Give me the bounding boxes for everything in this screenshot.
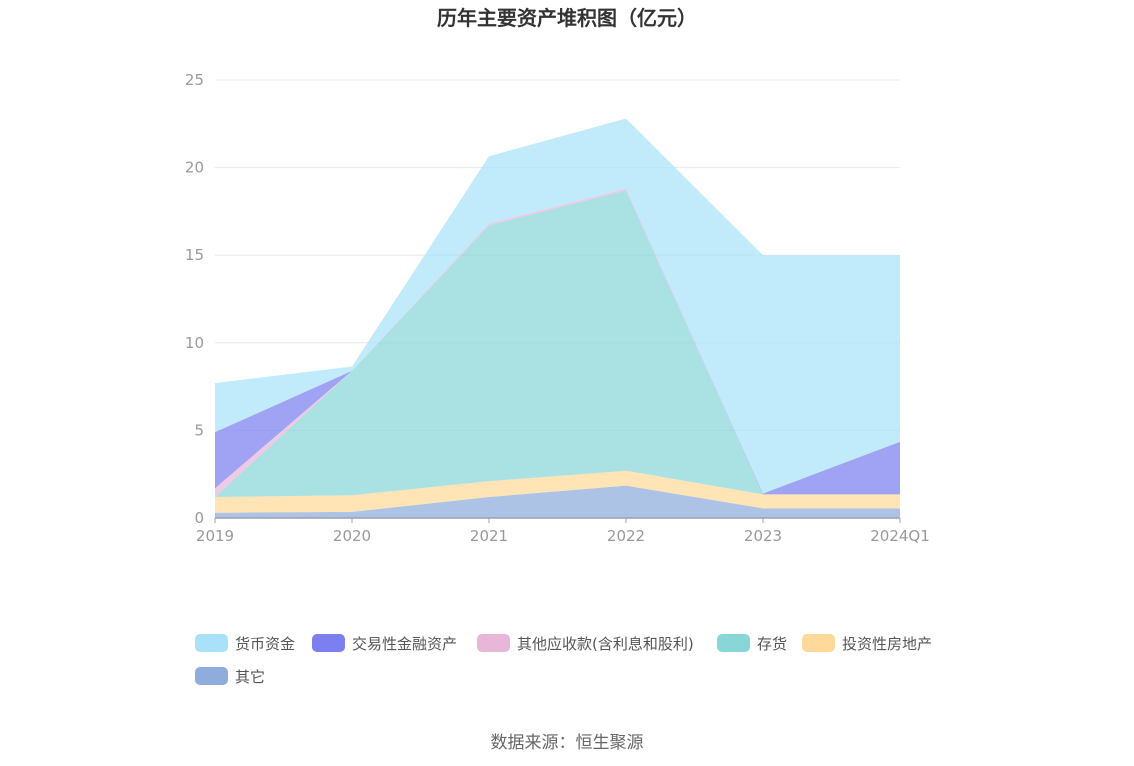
legend-item[interactable]: 投资性房地产 xyxy=(802,634,932,653)
y-axis: 0 5 10 15 20 25 xyxy=(185,71,204,527)
legend-label: 投资性房地产 xyxy=(842,635,932,653)
legend-swatch xyxy=(802,634,835,652)
legend-label: 货币资金 xyxy=(235,635,295,653)
x-tick-label: 2022 xyxy=(607,527,645,545)
legend-swatch xyxy=(195,667,228,685)
legend-item[interactable]: 交易性金融资产 xyxy=(312,634,457,653)
y-tick-label: 10 xyxy=(185,334,204,352)
x-tick-label: 2023 xyxy=(744,527,782,545)
y-tick-label: 15 xyxy=(185,246,204,264)
legend-label: 存货 xyxy=(757,635,787,653)
legend-label: 其他应收款(含利息和股利) xyxy=(517,635,694,653)
chart-title: 历年主要资产堆积图（亿元） xyxy=(437,6,697,30)
legend-item[interactable]: 存货 xyxy=(717,634,787,653)
y-tick-label: 5 xyxy=(194,421,204,439)
x-tick-label: 2021 xyxy=(470,527,508,545)
source-note: 数据来源：恒生聚源 xyxy=(491,733,644,753)
x-tick-label: 2024Q1 xyxy=(870,527,930,545)
legend-swatch xyxy=(477,634,510,652)
y-tick-label: 25 xyxy=(185,71,204,89)
legend-swatch xyxy=(717,634,750,652)
area-1 xyxy=(215,485,900,518)
legend-item[interactable]: 其他应收款(含利息和股利) xyxy=(477,634,694,653)
y-tick-label: 0 xyxy=(194,509,204,527)
legend-label: 交易性金融资产 xyxy=(352,635,457,653)
area-2 xyxy=(215,470,900,513)
area-5 xyxy=(215,188,900,495)
area-3 xyxy=(215,190,900,497)
x-tick-label: 2019 xyxy=(196,527,234,545)
area-6 xyxy=(215,118,900,494)
legend-swatch xyxy=(312,634,345,652)
y-tick-label: 20 xyxy=(185,159,204,177)
legend-label: 其它 xyxy=(235,668,265,686)
x-axis: 2019 2020 2021 2022 2023 2024Q1 xyxy=(196,517,930,545)
legend-item[interactable]: 货币资金 xyxy=(195,634,295,653)
x-tick-label: 2020 xyxy=(333,527,371,545)
legend-swatch xyxy=(195,634,228,652)
area-series xyxy=(215,118,900,518)
legend-item[interactable]: 其它 xyxy=(195,667,265,686)
